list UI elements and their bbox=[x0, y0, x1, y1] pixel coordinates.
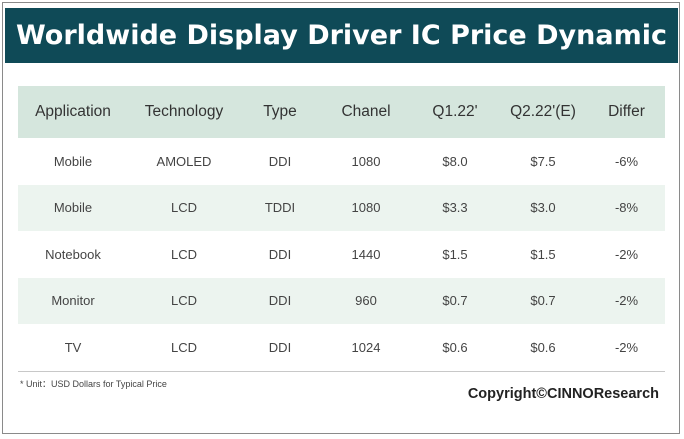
page-title: Worldwide Display Driver IC Price Dynami… bbox=[15, 20, 667, 51]
cell-technology: LCD bbox=[128, 277, 240, 324]
table-row: TV LCD DDI 1024 $0.6 $0.6 -2% bbox=[18, 324, 665, 371]
cell-differ: -8% bbox=[588, 184, 665, 231]
cell-q2-price: $3.0 bbox=[498, 184, 588, 231]
table-row: Mobile LCD TDDI 1080 $3.3 $3.0 -8% bbox=[18, 184, 665, 231]
cell-q1-price: $0.7 bbox=[412, 277, 498, 324]
header-technology: Technology bbox=[128, 86, 240, 138]
cell-application: Monitor bbox=[18, 277, 128, 324]
cell-q1-price: $8.0 bbox=[442, 153, 468, 169]
header-row: Application Technology Type Chanel Q1.22… bbox=[18, 86, 665, 138]
cell-chanel: 1024 bbox=[351, 339, 381, 355]
cell-chanel: 1440 bbox=[351, 246, 381, 262]
cell-differ: -6% bbox=[614, 153, 639, 169]
footer-divider bbox=[18, 371, 665, 372]
cell-technology: LCD bbox=[170, 246, 197, 262]
header-differ: Differ bbox=[588, 86, 665, 138]
cell-technology: AMOLED bbox=[156, 153, 212, 169]
cell-differ: -2% bbox=[614, 339, 639, 355]
cell-technology: LCD bbox=[128, 184, 240, 231]
unit-footnote: * Unit：USD Dollars for Typical Price bbox=[20, 379, 167, 389]
cell-chanel: 960 bbox=[320, 277, 412, 324]
cell-q2-price: $7.5 bbox=[530, 153, 556, 169]
cell-application: TV bbox=[64, 339, 82, 355]
cell-type: DDI bbox=[268, 153, 292, 169]
cell-q1-price: $1.5 bbox=[442, 246, 468, 262]
cell-application: Mobile bbox=[53, 153, 93, 169]
cell-q2-price: $0.6 bbox=[530, 339, 556, 355]
table-row: Mobile AMOLED DDI 1080 $8.0 $7.5 -6% bbox=[18, 138, 665, 185]
header-q2: Q2.22'(E) bbox=[498, 86, 588, 138]
cell-type: TDDI bbox=[240, 184, 320, 231]
copyright-notice: Copyright©CINNOResearch bbox=[467, 386, 659, 402]
cell-application: Mobile bbox=[18, 184, 128, 231]
cell-type: DDI bbox=[268, 339, 292, 355]
header-q1: Q1.22' bbox=[412, 86, 498, 138]
header-chanel: Chanel bbox=[320, 86, 412, 138]
cell-differ: -2% bbox=[588, 277, 665, 324]
cell-type: DDI bbox=[240, 277, 320, 324]
cell-differ: -2% bbox=[614, 246, 639, 262]
cell-application: Notebook bbox=[45, 246, 101, 262]
cell-q2-price: $1.5 bbox=[530, 246, 556, 262]
cell-type: DDI bbox=[268, 246, 292, 262]
cell-chanel: 1080 bbox=[320, 184, 412, 231]
table-row: Notebook LCD DDI 1440 $1.5 $1.5 -2% bbox=[18, 231, 665, 278]
cell-q2-price: $0.7 bbox=[498, 277, 588, 324]
cell-q1-price: $0.6 bbox=[442, 339, 468, 355]
header-type: Type bbox=[240, 86, 320, 138]
cell-chanel: 1080 bbox=[351, 153, 381, 169]
header-application: Application bbox=[18, 86, 128, 138]
cell-q1-price: $3.3 bbox=[412, 184, 498, 231]
title-banner: Worldwide Display Driver IC Price Dynami… bbox=[5, 8, 678, 63]
price-table: Application Technology Type Chanel Q1.22… bbox=[18, 86, 665, 371]
table-row: Monitor LCD DDI 960 $0.7 $0.7 -2% bbox=[18, 277, 665, 324]
cell-technology: LCD bbox=[170, 339, 197, 355]
